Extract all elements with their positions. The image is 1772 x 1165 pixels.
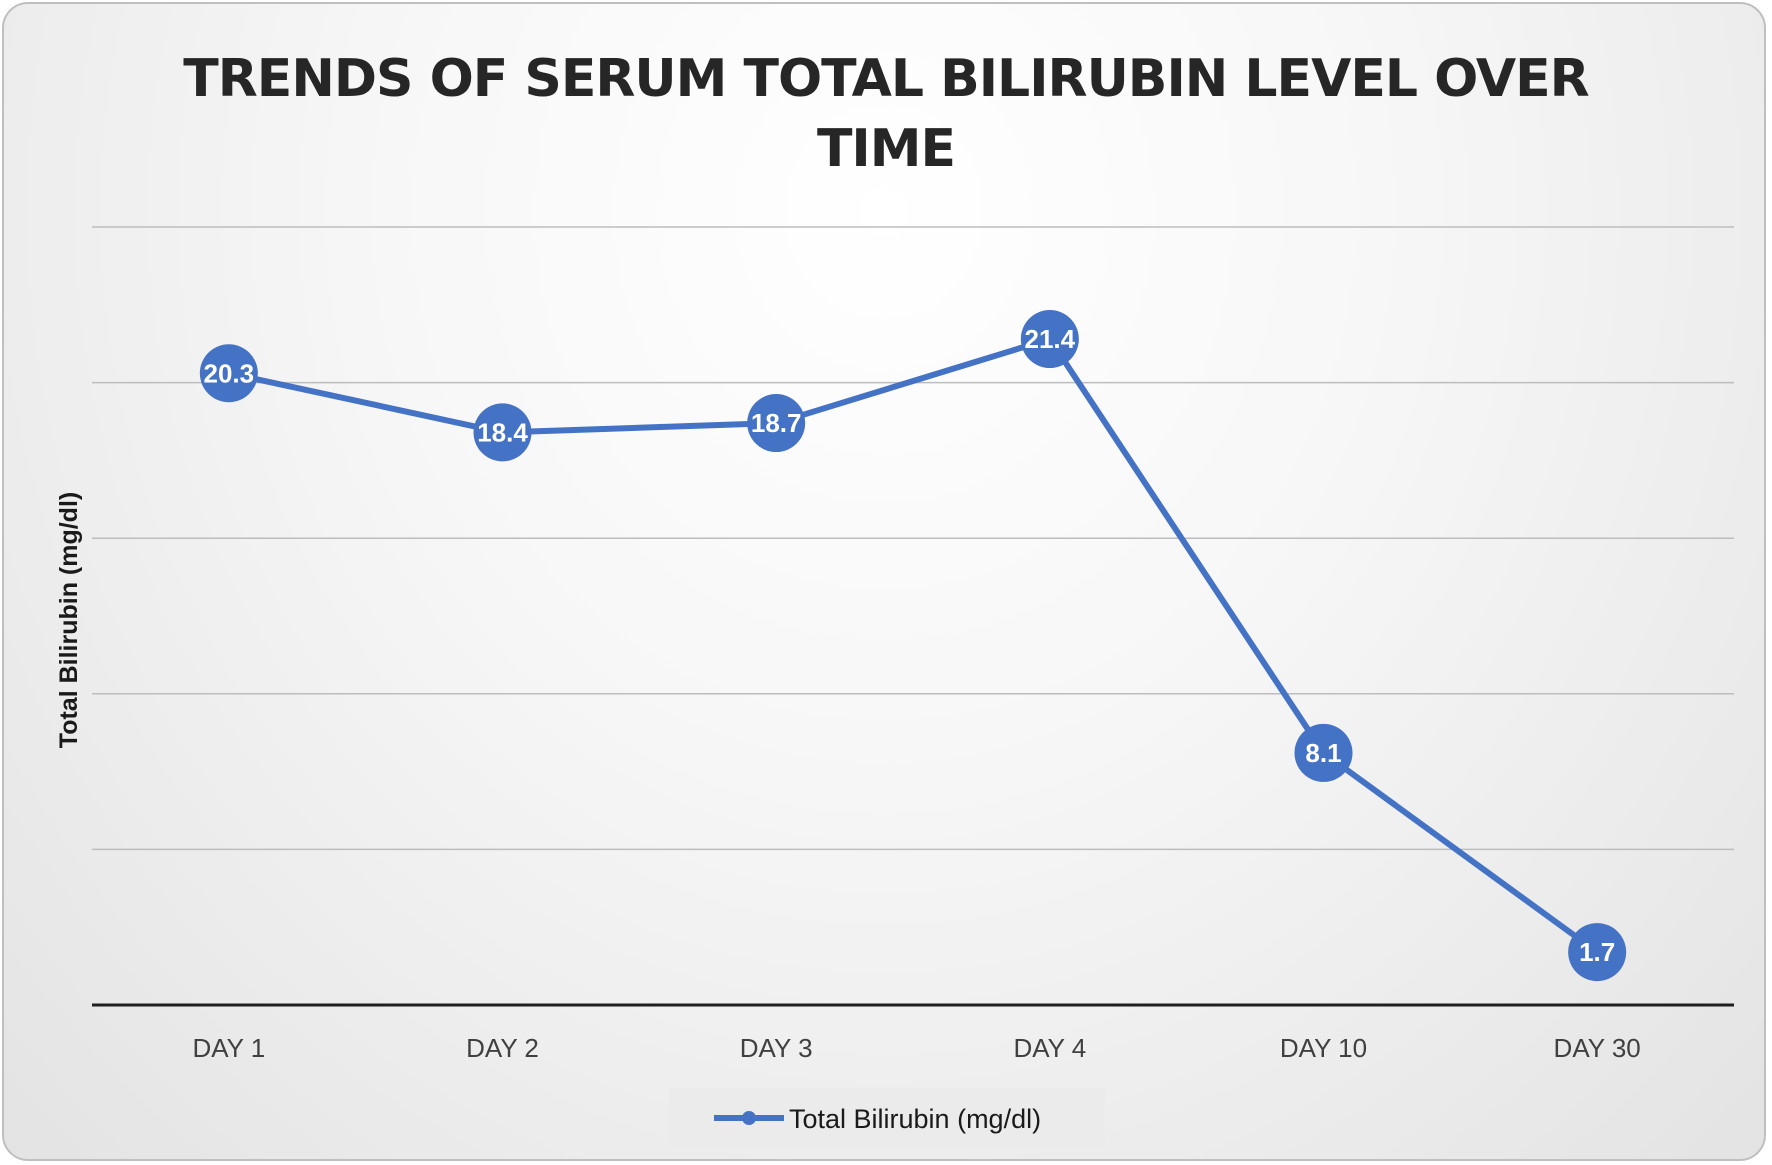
data-label: 1.7 [1579,937,1615,967]
data-label: 21.4 [1025,324,1076,354]
x-tick-label: DAY 10 [1280,1033,1367,1063]
gridlines [92,226,1734,851]
data-point-marker[interactable] [199,344,258,403]
data-label: 8.1 [1305,738,1341,768]
chart-svg: TRENDS OF SERUM TOTAL BILIRUBIN LEVEL OV… [55,49,1734,1148]
x-tick-label: DAY 4 [1013,1033,1086,1063]
chart-title-line-1: TRENDS OF SERUM TOTAL BILIRUBIN LEVEL OV… [183,49,1588,109]
y-axis-label: Total Bilirubin (mg/dl) [55,492,83,748]
x-tick-label: DAY 3 [740,1033,813,1063]
data-label: 18.4 [477,417,528,447]
legend-label: Total Bilirubin (mg/dl) [789,1104,1041,1134]
series-line [228,336,1599,955]
chart-title-line-2: TIME [817,119,955,179]
x-tick-label: DAY 30 [1554,1033,1641,1063]
data-point-marker[interactable] [1294,723,1353,782]
data-label: 18.7 [751,408,802,438]
data-label: 20.3 [204,358,255,388]
data-point-marker[interactable] [1020,310,1079,369]
x-tick-label: DAY 2 [466,1033,539,1063]
data-point-marker[interactable] [473,403,532,462]
data-point-marker[interactable] [1568,923,1627,982]
series-total-bilirubin: 20.3 18.4 18.7 21.4 8.1 1.7 [199,310,1627,982]
x-tick-labels: DAY 1 DAY 2 DAY 3 DAY 4 DAY 10 DAY 30 [192,1033,1640,1063]
data-point-marker[interactable] [747,394,806,453]
x-tick-label: DAY 1 [192,1033,265,1063]
legend[interactable]: Total Bilirubin (mg/dl) [669,1088,1105,1148]
legend-swatch-marker [742,1111,756,1125]
legend-box [669,1088,1105,1148]
